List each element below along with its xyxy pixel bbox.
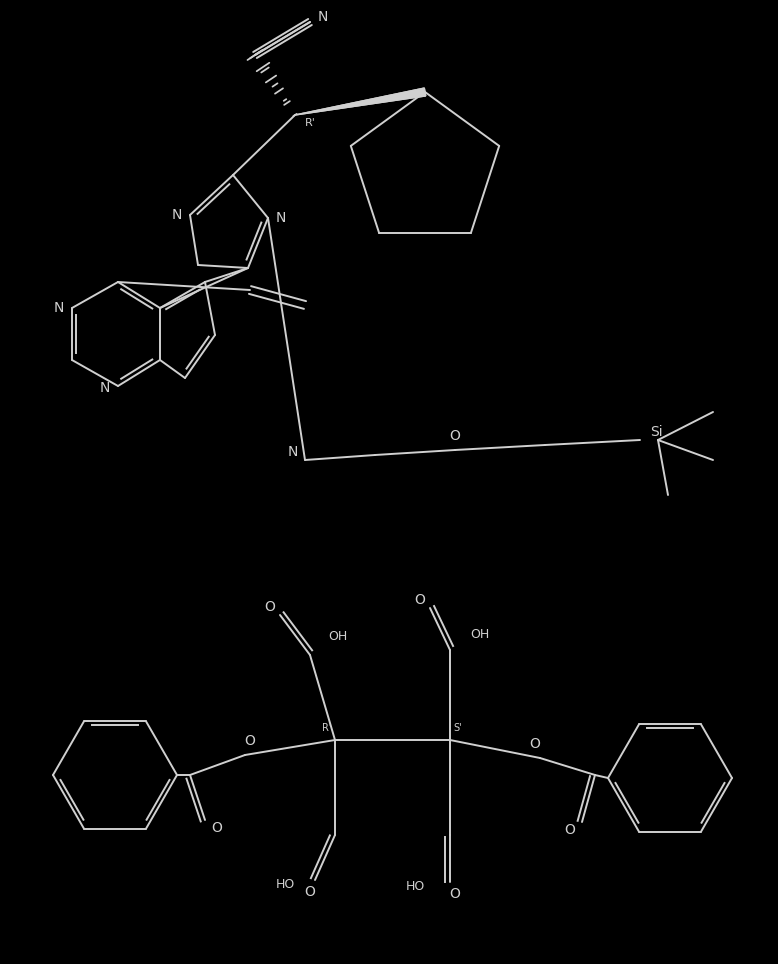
Polygon shape [295, 88, 426, 115]
Text: HO: HO [275, 878, 295, 892]
Text: N: N [54, 301, 65, 315]
Text: OH: OH [471, 629, 489, 641]
Text: O: O [304, 885, 315, 899]
Text: N: N [288, 445, 298, 459]
Text: O: O [265, 600, 275, 614]
Text: OH: OH [328, 630, 348, 644]
Text: N: N [317, 10, 328, 24]
Text: N: N [100, 381, 110, 395]
Text: O: O [450, 429, 461, 443]
Text: HO: HO [405, 880, 425, 894]
Text: R': R' [322, 723, 331, 733]
Polygon shape [295, 88, 426, 115]
Text: O: O [530, 737, 541, 751]
Text: S': S' [454, 723, 462, 733]
Text: O: O [565, 823, 576, 837]
Text: N: N [276, 211, 286, 225]
Text: R': R' [304, 118, 315, 128]
Text: O: O [244, 734, 255, 748]
Text: O: O [212, 821, 223, 835]
Text: O: O [450, 887, 461, 901]
Text: O: O [415, 593, 426, 607]
Text: N: N [172, 208, 182, 222]
Text: Si: Si [650, 425, 662, 439]
